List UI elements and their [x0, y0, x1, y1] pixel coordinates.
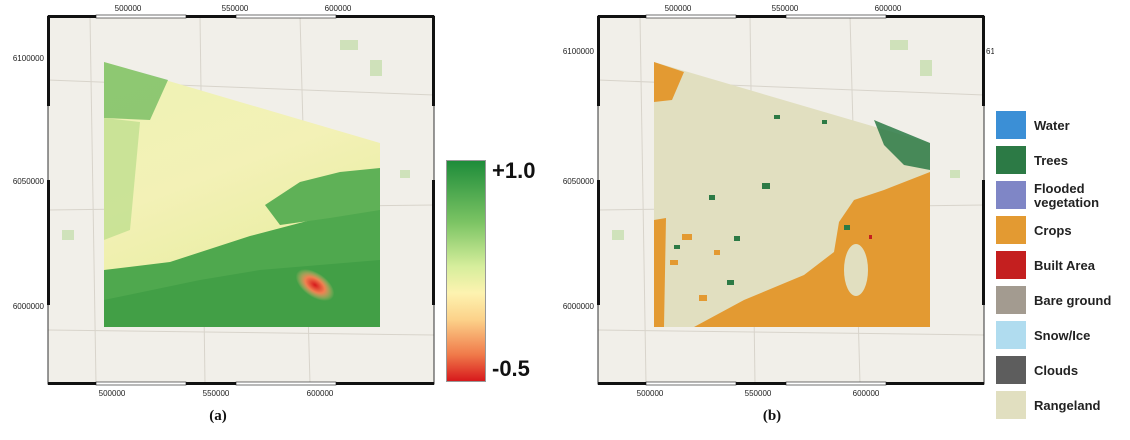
legend-label: Clouds	[1034, 362, 1079, 378]
legend-item: Snow/Ice	[996, 318, 1130, 353]
x-tick-top-1: 500000	[115, 4, 142, 13]
legend-swatch	[996, 111, 1026, 139]
legend-swatch	[996, 356, 1026, 384]
colorbar-max-label: +1.0	[492, 158, 536, 183]
caption-b: (b)	[762, 408, 782, 424]
x-tick-top-2: 550000	[772, 4, 799, 13]
legend-swatch	[996, 181, 1026, 209]
x-tick-bottom-3: 600000	[307, 389, 334, 398]
legend-swatch	[996, 321, 1026, 349]
legend-swatch	[996, 146, 1026, 174]
legend-item: Built Area	[996, 248, 1130, 283]
legend-item: Bare ground	[996, 283, 1130, 318]
x-tick-top-3: 600000	[325, 4, 352, 13]
legend-item: Trees	[996, 143, 1130, 178]
y-tick-2: 6050000	[13, 177, 45, 186]
legend-swatch	[996, 216, 1026, 244]
landcover-legend: Water Trees Flooded vegetation Crops Built A…	[996, 108, 1130, 423]
legend-label: Water	[1034, 117, 1070, 133]
legend-label: Bare ground	[1034, 292, 1112, 308]
y-tick-3: 6000000	[13, 302, 45, 311]
caption-a: (a)	[209, 408, 227, 424]
x-tick-bottom-1: 500000	[99, 389, 126, 398]
landcover-map: 500000 550000 600000 500000 550000 60000…	[563, 4, 1018, 398]
legend-label: Trees	[1034, 152, 1068, 168]
low-ndvi-hotspot	[295, 269, 335, 301]
x-tick-bottom-1: 500000	[637, 389, 664, 398]
x-tick-top-2: 550000	[222, 4, 249, 13]
y-tick-3: 6000000	[563, 302, 595, 311]
ndvi-map: 500000 550000 600000 500000 550000 60000…	[13, 4, 435, 398]
legend-item: Clouds	[996, 353, 1130, 388]
landcover-map-panel: 500000 550000 600000 500000 550000 60000…	[554, 0, 1018, 435]
x-tick-bottom-2: 550000	[745, 389, 772, 398]
legend-item: Rangeland	[996, 388, 1130, 423]
legend-item: Flooded vegetation	[996, 178, 1130, 213]
x-tick-top-3: 600000	[875, 4, 902, 13]
legend-label: Flooded vegetation	[1034, 180, 1100, 210]
legend-label: Built Area	[1034, 257, 1095, 273]
legend-swatch	[996, 286, 1026, 314]
ndvi-map-panel: 500000 550000 600000 500000 550000 60000…	[0, 0, 440, 435]
legend-label: Rangeland	[1034, 397, 1101, 413]
y-tick-1: 6100000	[13, 54, 45, 63]
ndvi-colorbar	[446, 160, 486, 382]
legend-label: Crops	[1034, 222, 1072, 238]
legend-item: Water	[996, 108, 1130, 143]
x-tick-bottom-3: 600000	[853, 389, 880, 398]
y-tick-2: 6050000	[563, 177, 595, 186]
legend-swatch	[996, 251, 1026, 279]
y-tick-right-1: 6100000	[986, 47, 994, 56]
legend-swatch	[996, 391, 1026, 419]
legend-item: Crops	[996, 213, 1130, 248]
colorbar-min-label: -0.5	[492, 356, 530, 381]
x-tick-top-1: 500000	[665, 4, 692, 13]
legend-label: Snow/Ice	[1034, 327, 1091, 343]
y-tick-1: 6100000	[563, 47, 595, 56]
x-tick-bottom-2: 550000	[203, 389, 230, 398]
